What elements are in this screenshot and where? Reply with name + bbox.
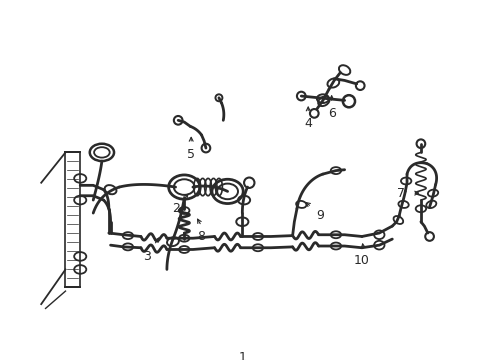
Text: 5: 5 — [187, 148, 195, 162]
Text: 1: 1 — [238, 351, 246, 360]
Text: 9: 9 — [316, 209, 324, 222]
Text: 7: 7 — [396, 186, 404, 200]
Text: 6: 6 — [327, 107, 335, 120]
Text: 4: 4 — [304, 117, 311, 130]
Text: 3: 3 — [143, 250, 151, 263]
Text: 2: 2 — [172, 202, 180, 215]
Text: 8: 8 — [197, 230, 205, 243]
Text: 10: 10 — [353, 254, 369, 267]
